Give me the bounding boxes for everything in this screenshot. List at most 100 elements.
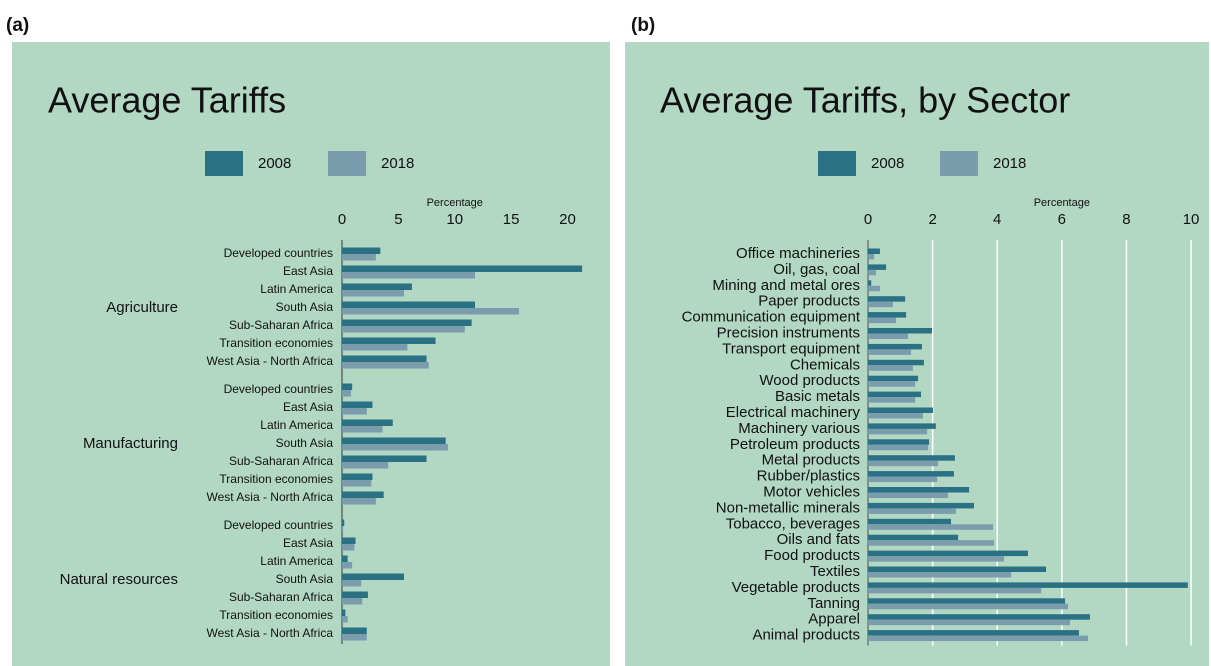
bar bbox=[868, 556, 1005, 562]
bar bbox=[342, 437, 446, 444]
bar bbox=[868, 333, 909, 339]
y-tick-label: Basic metals bbox=[775, 388, 860, 405]
y-tick-label: East Asia bbox=[283, 400, 333, 414]
bar bbox=[868, 630, 1079, 636]
bar bbox=[868, 439, 930, 445]
y-tick-label: South Asia bbox=[276, 572, 334, 586]
y-tick-label: Metal products bbox=[762, 452, 860, 469]
bar bbox=[868, 598, 1066, 604]
x-tick-label: 8 bbox=[1122, 211, 1130, 228]
bar bbox=[342, 591, 368, 598]
y-tick-label: Non-metallic minerals bbox=[716, 499, 860, 516]
bar bbox=[868, 476, 938, 483]
bar bbox=[342, 473, 373, 480]
y-tick-label: Developed countries bbox=[224, 246, 333, 260]
y-tick-label: South Asia bbox=[276, 300, 334, 314]
bar bbox=[342, 337, 436, 344]
y-tick-label: Tobacco, beverages bbox=[726, 515, 860, 532]
bar bbox=[868, 381, 916, 387]
bar bbox=[868, 301, 893, 308]
x-tick-label: 4 bbox=[993, 211, 1001, 228]
group-label: Agriculture bbox=[106, 299, 178, 316]
bar bbox=[868, 328, 932, 334]
bar bbox=[868, 391, 921, 398]
x-tick-label: 6 bbox=[1058, 211, 1066, 228]
y-tick-label: East Asia bbox=[283, 264, 333, 278]
bar bbox=[868, 428, 928, 435]
bar bbox=[868, 524, 994, 530]
bar bbox=[342, 319, 472, 326]
bar bbox=[868, 444, 929, 451]
bar bbox=[868, 635, 1089, 642]
legend-swatch bbox=[205, 151, 243, 176]
bar bbox=[342, 609, 346, 616]
bar bbox=[868, 566, 1047, 572]
bar bbox=[868, 492, 949, 498]
y-tick-label: Latin America bbox=[260, 554, 333, 568]
chart-title: Average Tariffs bbox=[48, 80, 286, 121]
bar bbox=[342, 254, 376, 261]
y-tick-label: Oil, gas, coal bbox=[773, 261, 860, 278]
bar bbox=[342, 408, 367, 415]
y-tick-label: Machinery various bbox=[738, 420, 860, 437]
bar bbox=[342, 462, 389, 469]
bar bbox=[342, 498, 376, 505]
bar bbox=[868, 407, 933, 413]
bar bbox=[342, 301, 476, 308]
bar bbox=[868, 423, 936, 429]
y-tick-label: Latin America bbox=[260, 418, 333, 432]
x-tick-label: 5 bbox=[394, 211, 402, 228]
y-tick-label: Sub-Saharan Africa bbox=[229, 454, 333, 468]
y-tick-label: West Asia - North Africa bbox=[207, 626, 334, 640]
bar bbox=[868, 460, 939, 467]
bar bbox=[342, 519, 345, 526]
y-tick-label: Transition economies bbox=[219, 336, 333, 350]
bar bbox=[342, 634, 367, 641]
y-tick-label: Sub-Saharan Africa bbox=[229, 318, 333, 332]
y-tick-label: Rubber/plastics bbox=[757, 468, 860, 485]
bar bbox=[342, 272, 476, 279]
y-tick-label: Textiles bbox=[810, 563, 860, 580]
bar bbox=[868, 582, 1188, 588]
y-tick-label: Motor vehicles bbox=[763, 483, 860, 500]
y-tick-label: South Asia bbox=[276, 436, 334, 450]
y-tick-label: Communication equipment bbox=[682, 309, 861, 326]
y-tick-label: Office machineries bbox=[736, 245, 860, 262]
y-tick-label: Vegetable products bbox=[732, 579, 860, 596]
bar bbox=[342, 537, 356, 544]
y-tick-label: Transport equipment bbox=[722, 340, 861, 357]
bar bbox=[868, 534, 959, 541]
y-tick-label: Apparel bbox=[808, 611, 860, 628]
bar bbox=[868, 349, 911, 355]
bar bbox=[342, 247, 381, 254]
y-tick-label: Electrical machinery bbox=[726, 404, 861, 421]
y-tick-label: Petroleum products bbox=[730, 436, 860, 453]
bar bbox=[342, 390, 352, 397]
bar bbox=[342, 290, 404, 297]
bar bbox=[342, 383, 353, 390]
bar bbox=[868, 317, 897, 324]
x-tick-label: 15 bbox=[503, 211, 520, 228]
legend-swatch bbox=[818, 151, 856, 176]
bar bbox=[342, 627, 367, 634]
legend-label: 2008 bbox=[871, 155, 904, 172]
bar bbox=[868, 365, 913, 371]
bar bbox=[868, 508, 956, 514]
y-tick-label: East Asia bbox=[283, 536, 333, 550]
bar bbox=[342, 283, 412, 290]
group-label: Manufacturing bbox=[83, 435, 178, 452]
bar bbox=[868, 312, 907, 318]
y-tick-label: Developed countries bbox=[224, 518, 333, 532]
y-tick-label: Oils and fats bbox=[777, 531, 860, 548]
bar bbox=[342, 491, 384, 498]
bar bbox=[868, 502, 974, 509]
legend-swatch bbox=[328, 151, 366, 176]
bar bbox=[868, 518, 952, 525]
bar bbox=[342, 544, 355, 551]
x-tick-label: 0 bbox=[338, 211, 346, 228]
bar bbox=[342, 455, 427, 462]
bar bbox=[342, 580, 362, 587]
bar bbox=[342, 573, 404, 580]
bar bbox=[868, 572, 1012, 578]
